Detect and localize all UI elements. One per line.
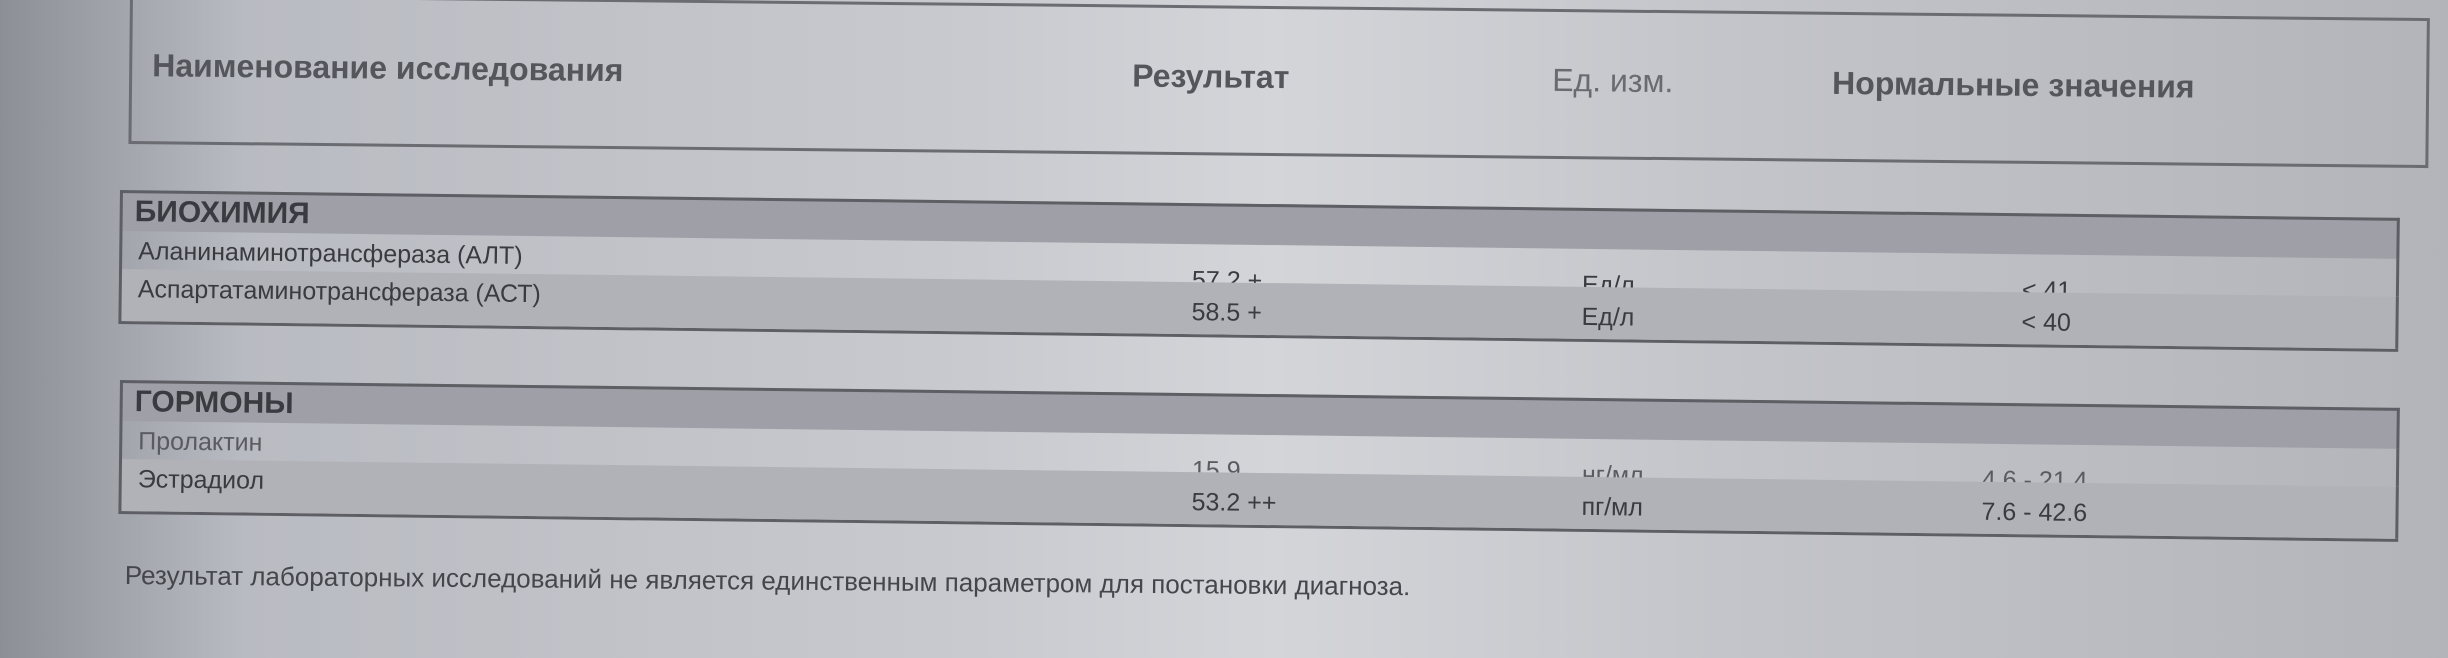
row-name: Эстрадиол <box>137 465 265 495</box>
row-result: 58.5 + <box>1191 298 1262 327</box>
row-name: Аланинаминотрансфераза (АЛТ) <box>138 237 523 270</box>
header-unit: Ед. изм. <box>1551 61 1674 100</box>
row-norm: < 40 <box>2021 308 2072 337</box>
header-name: Наименование исследования <box>152 47 624 89</box>
header-norm: Нормальные значения <box>1831 64 2195 105</box>
row-unit: Ед/л <box>1581 302 1635 332</box>
row-name: Пролактин <box>138 427 263 457</box>
row-name: Аспартатаминотрансфераза (АСТ) <box>137 275 541 309</box>
table-header: Наименование исследования Результат Ед. … <box>128 0 2430 169</box>
header-result: Результат <box>1132 57 1290 96</box>
disclaimer: Результат лабораторных исследований не я… <box>124 560 1411 602</box>
section-hormones: ГОРМОНЫ Пролактин 15.9 нг/мл 4.6 - 21.4 … <box>118 380 2400 542</box>
section-biochemistry: БИОХИМИЯ Аланинаминотрансфераза (АЛТ) 57… <box>118 190 2400 352</box>
row-unit: пг/мл <box>1581 492 1644 522</box>
row-result: 53.2 ++ <box>1191 488 1277 518</box>
row-norm: 7.6 - 42.6 <box>1981 497 2088 528</box>
